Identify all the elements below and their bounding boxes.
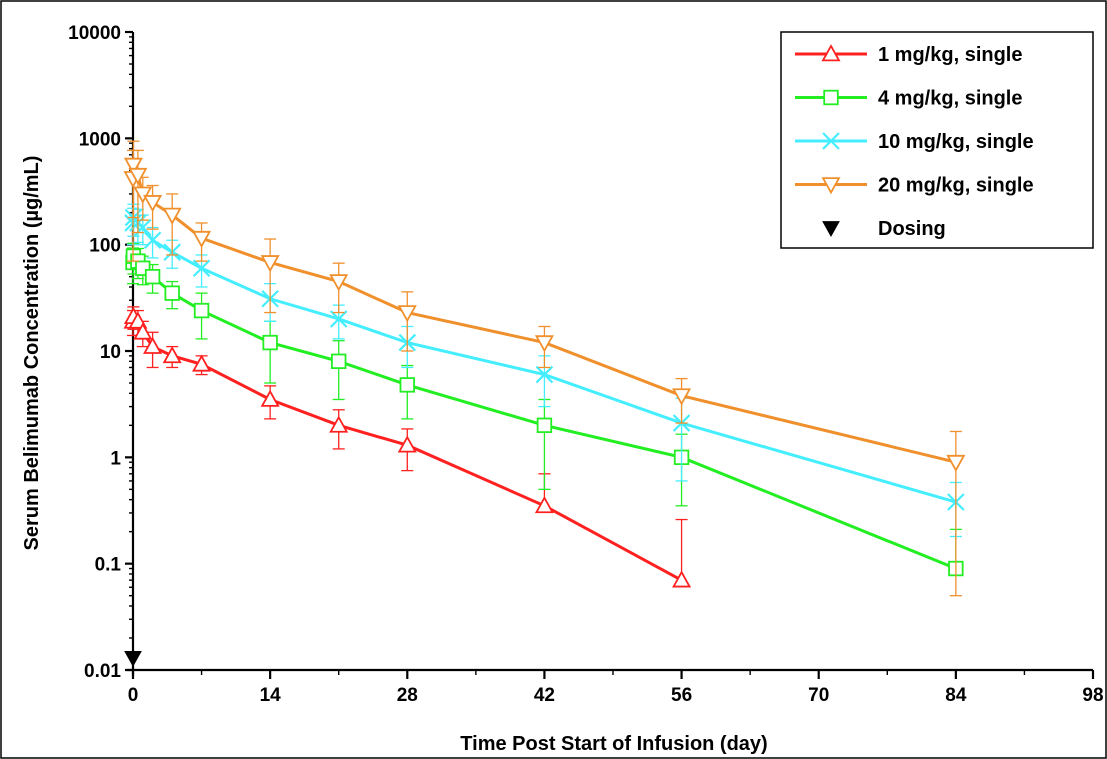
data-point <box>162 207 182 225</box>
legend-entry: 20 mg/kg, single <box>795 175 1034 197</box>
data-point <box>534 335 554 353</box>
x-tick-label: 98 <box>1082 685 1103 706</box>
data-point <box>329 274 349 292</box>
data-point <box>143 336 163 354</box>
legend-entry: 10 mg/kg, single <box>795 131 1034 153</box>
data-point <box>262 334 278 351</box>
data-point <box>164 285 180 301</box>
data-point <box>397 305 417 323</box>
data-point <box>143 195 163 213</box>
data-point <box>193 302 210 319</box>
data-point <box>672 570 692 588</box>
legend-label: 10 mg/kg, single <box>878 131 1034 153</box>
data-point <box>329 310 348 328</box>
data-point <box>192 230 212 249</box>
legend: 1 mg/kg, single 4 mg/kg, single 10 mg/kg, … <box>780 31 1094 249</box>
data-point <box>534 495 554 514</box>
legend-marker <box>821 44 841 62</box>
data-point <box>260 255 280 273</box>
data-point <box>143 231 162 250</box>
data-point <box>192 259 211 278</box>
y-tick-label: 10 <box>100 342 121 363</box>
legend-marker <box>822 221 840 238</box>
data-point <box>536 417 553 434</box>
y-tick-label: 1000 <box>79 129 121 150</box>
data-point <box>133 322 153 340</box>
y-tick-label: 0.1 <box>95 555 122 576</box>
legend-label: 4 mg/kg, single <box>878 88 1022 110</box>
series-1 <box>123 306 692 588</box>
x-tick-label: 84 <box>945 685 967 706</box>
data-point <box>397 435 417 453</box>
legend-label: 20 mg/kg, single <box>878 175 1034 197</box>
y-axis-label: Serum Belimumab Concentration (µg/mL) <box>21 156 43 551</box>
x-axis-label: Time Post Start of Infusion (day) <box>460 733 767 755</box>
y-tick-label: 10000 <box>68 23 121 44</box>
data-point <box>399 377 415 393</box>
data-point <box>133 186 153 204</box>
y-tick-label: 100 <box>89 236 121 257</box>
legend-entry: 4 mg/kg, single <box>795 88 1022 110</box>
legend-marker <box>821 177 841 195</box>
data-point <box>329 415 349 433</box>
data-point <box>331 353 347 370</box>
legend-label: Dosing <box>878 218 946 240</box>
data-point <box>123 157 143 175</box>
y-tick-label: 1 <box>110 448 121 469</box>
data-point <box>144 268 161 285</box>
data-point <box>535 365 554 384</box>
x-tick-label: 0 <box>128 685 139 706</box>
legend-marker <box>822 132 840 150</box>
data-point <box>162 346 182 364</box>
x-tick-label: 70 <box>808 685 829 706</box>
legend-marker <box>823 89 839 106</box>
dosing-marker <box>124 650 142 667</box>
dosing-layer <box>124 650 142 667</box>
x-tick-label: 42 <box>534 685 555 706</box>
series-2 <box>125 242 964 577</box>
legend-entry: Dosing <box>822 218 946 240</box>
y-tick-label: 0.01 <box>84 661 121 682</box>
x-tick-label: 14 <box>260 685 282 706</box>
axes-layer: 0.01 0.1 1 10 100 1000 10000 0 14 28 42 56 70 84 98 <box>68 23 1103 706</box>
legend-label: 1 mg/kg, single <box>878 44 1022 66</box>
series-layer <box>123 140 966 597</box>
legend-entry: 1 mg/kg, single <box>795 44 1022 66</box>
data-point <box>128 167 148 186</box>
data-point <box>946 454 966 473</box>
x-tick-label: 56 <box>671 685 692 706</box>
data-point <box>672 388 692 406</box>
series-4 <box>123 140 966 597</box>
x-tick-label: 28 <box>397 685 418 706</box>
data-point <box>192 354 212 372</box>
data-point <box>260 389 280 407</box>
